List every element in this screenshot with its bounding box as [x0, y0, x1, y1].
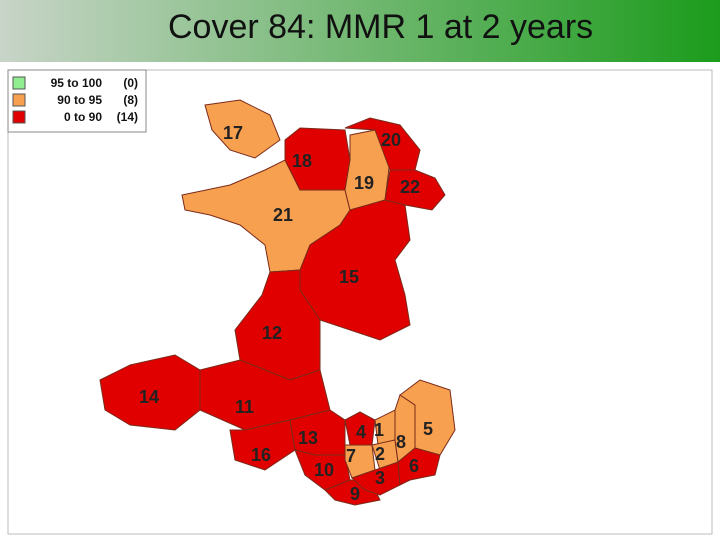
- region-label: 1: [374, 420, 384, 440]
- region-label: 21: [273, 205, 293, 225]
- region-label: 6: [409, 456, 419, 476]
- region-label: 9: [350, 484, 360, 504]
- region-label: 4: [356, 422, 366, 442]
- legend: [7, 69, 147, 133]
- region-label: 22: [400, 177, 420, 197]
- region-label: 5: [423, 419, 433, 439]
- region: [344, 411, 376, 446]
- region-label: 13: [298, 428, 318, 448]
- legend-swatch: [12, 93, 26, 107]
- region-label: 3: [375, 468, 385, 488]
- region-label: 2: [375, 444, 385, 464]
- legend-count: (14): [117, 110, 138, 124]
- legend-range: 90 to 95: [57, 93, 102, 107]
- header: Cover 84: MMR 1 at 2 years: [0, 0, 720, 62]
- region: [344, 117, 421, 171]
- region-label: 20: [381, 130, 401, 150]
- region-label: 10: [314, 460, 334, 480]
- region: [204, 99, 281, 159]
- region-label: 14: [139, 387, 159, 407]
- region: [397, 447, 441, 486]
- region: [299, 199, 411, 341]
- region-label: 16: [251, 445, 271, 465]
- region-label: 7: [346, 446, 356, 466]
- region-label: 18: [292, 151, 312, 171]
- legend-swatch: [12, 110, 26, 124]
- legend-items: 95 to 100 (0) 90 to 95 (8) 0 to 90 (14): [12, 76, 138, 124]
- legend-range: 95 to 100: [51, 76, 103, 90]
- legend-count: (0): [123, 76, 138, 90]
- region-label: 8: [396, 432, 406, 452]
- regions: [99, 99, 456, 506]
- title: Cover 84: MMR 1 at 2 years: [168, 8, 594, 46]
- region-labels: 17 18 20 19 22 21 15 12 14 11 16 13 10 9…: [139, 123, 433, 504]
- region-label: 19: [354, 173, 374, 193]
- region-label: 11: [235, 397, 254, 417]
- region-label: 12: [262, 323, 282, 343]
- region-label: 17: [223, 123, 243, 143]
- region: [399, 379, 456, 456]
- legend-count: (8): [123, 93, 138, 107]
- legend-swatch: [12, 76, 26, 90]
- region-label: 15: [339, 267, 359, 287]
- legend-range: 0 to 90: [64, 110, 102, 124]
